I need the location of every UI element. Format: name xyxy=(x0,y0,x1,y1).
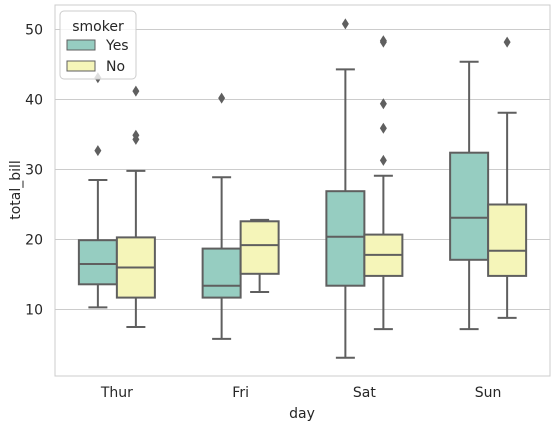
x-tick-thur: Thur xyxy=(100,385,133,401)
box-yes-fri xyxy=(201,92,242,340)
box-series xyxy=(77,18,528,359)
outlier-yes-sat-0 xyxy=(341,18,349,30)
x-tick-sat: Sat xyxy=(353,385,376,401)
box-yes-thur xyxy=(77,72,118,309)
legend-swatch-no xyxy=(66,60,96,72)
x-tick-fri: Fri xyxy=(232,385,249,401)
outlier-yes-fri-0 xyxy=(218,92,226,104)
outlier-no-sat-1 xyxy=(379,122,387,134)
legend-title: smoker xyxy=(72,19,124,35)
box-yes-sun xyxy=(449,60,490,331)
iqr-box-yes-sat xyxy=(325,190,366,287)
y-tick-30: 30 xyxy=(25,163,43,179)
box-no-sun xyxy=(487,36,528,319)
box-no-thur xyxy=(115,85,156,328)
iqr-box-yes-thur xyxy=(77,239,118,286)
legend: smoker Yes No xyxy=(59,10,137,80)
outlier-no-thur-2 xyxy=(132,85,140,97)
box-no-fri xyxy=(239,218,280,293)
outlier-no-thur-1 xyxy=(132,129,140,141)
y-axis-label: total_bill xyxy=(8,160,24,220)
iqr-box-no-sun xyxy=(487,203,528,277)
plot-frame xyxy=(54,4,551,377)
iqr-box-yes-sun xyxy=(449,151,490,261)
outlier-no-sun-0 xyxy=(503,36,511,48)
y-tick-40: 40 xyxy=(25,93,43,109)
outlier-yes-thur-0 xyxy=(94,145,102,157)
legend-swatch-yes xyxy=(66,39,96,51)
outlier-no-sat-2 xyxy=(379,98,387,110)
x-tick-sun: Sun xyxy=(475,385,502,401)
x-tick-labels: Thur Fri Sat Sun xyxy=(100,385,502,401)
y-tick-50: 50 xyxy=(25,23,43,39)
box-no-sat xyxy=(363,35,404,331)
iqr-box-yes-fri xyxy=(201,247,242,299)
iqr-box-no-fri xyxy=(239,220,280,275)
legend-label-no: No xyxy=(106,59,125,75)
y-tick-20: 20 xyxy=(25,233,43,249)
box-yes-sat xyxy=(325,18,366,359)
y-tick-labels: 10 20 30 40 50 xyxy=(25,23,43,319)
outlier-no-sat-4 xyxy=(379,35,387,47)
y-tick-10: 10 xyxy=(25,303,43,319)
outlier-no-sat-0 xyxy=(379,154,387,166)
x-axis-label: day xyxy=(289,406,315,422)
legend-label-yes: Yes xyxy=(105,38,129,54)
